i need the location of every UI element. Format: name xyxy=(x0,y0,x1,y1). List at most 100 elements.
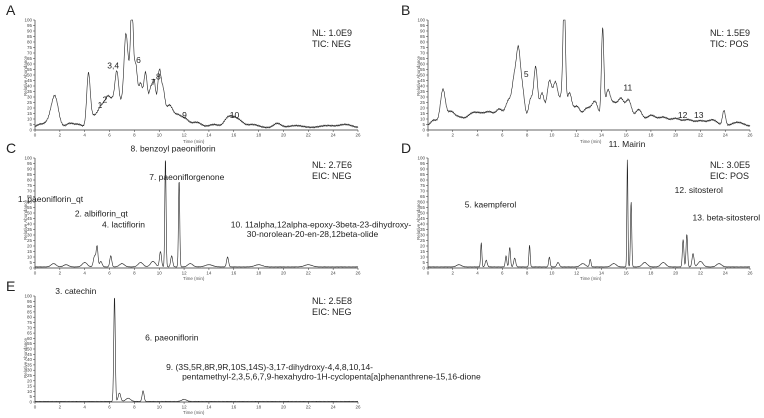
peak-label: 9. (3S,5R,8R,9R,10S,14S)-3,17-dihydroxy-… xyxy=(166,362,373,372)
y-tick-label: 50 xyxy=(420,73,426,78)
panel-letter: A xyxy=(6,2,16,18)
x-tick-label: 2 xyxy=(59,271,62,276)
y-tick-label: 0 xyxy=(29,266,32,271)
y-tick-label: 35 xyxy=(27,89,33,94)
x-tick-label: 16 xyxy=(231,405,237,410)
x-tick-label: 20 xyxy=(673,271,679,276)
y-tick-label: 85 xyxy=(420,172,426,177)
x-tick-label: 16 xyxy=(231,133,237,138)
y-tick-label: 40 xyxy=(420,222,426,227)
y-tick-label: 35 xyxy=(420,227,426,232)
y-tick-label: 80 xyxy=(27,178,33,183)
y-tick-label: 5 xyxy=(29,394,32,399)
y-tick-label: 90 xyxy=(420,29,426,34)
x-tick-label: 26 xyxy=(747,133,753,138)
y-tick-label: 15 xyxy=(27,111,33,116)
x-tick-label: 0 xyxy=(427,133,430,138)
y-tick-label: 55 xyxy=(27,341,33,346)
y-tick-label: 75 xyxy=(27,45,33,50)
x-tick-label: 14 xyxy=(599,133,605,138)
peak-label: 7. paeoniflorgenone xyxy=(149,172,224,182)
y-tick-label: 20 xyxy=(27,244,33,249)
y-tick-label: 65 xyxy=(420,56,426,61)
y-tick-label: 30 xyxy=(420,95,426,100)
y-tick-label: 60 xyxy=(420,200,426,205)
y-tick-label: 100 xyxy=(417,156,425,161)
x-tick-label: 4 xyxy=(83,133,86,138)
y-tick-label: 60 xyxy=(420,62,426,67)
x-tick-label: 20 xyxy=(281,133,287,138)
y-tick-label: 35 xyxy=(27,362,33,367)
y-tick-label: 70 xyxy=(27,51,33,56)
y-tick-label: 65 xyxy=(420,194,426,199)
x-tick-label: 14 xyxy=(206,271,212,276)
y-tick-label: 90 xyxy=(27,167,33,172)
x-tick-label: 26 xyxy=(747,271,753,276)
y-tick-label: 5 xyxy=(29,260,32,265)
y-tick-label: 40 xyxy=(27,357,33,362)
y-tick-label: 40 xyxy=(27,222,33,227)
chromatogram-trace xyxy=(427,19,751,128)
x-axis-title: Time (min) xyxy=(580,139,602,144)
y-tick-label: 80 xyxy=(27,315,33,320)
y-tick-label: 25 xyxy=(27,238,33,243)
y-tick-label: 70 xyxy=(420,51,426,56)
nl-value: NL: 2.7E6 EIC: NEG xyxy=(312,160,353,181)
x-tick-label: 10 xyxy=(549,271,555,276)
x-tick-label: 24 xyxy=(723,271,729,276)
y-tick-label: 90 xyxy=(27,29,33,34)
x-tick-label: 8 xyxy=(133,405,136,410)
y-tick-label: 20 xyxy=(420,106,426,111)
y-tick-label: 95 xyxy=(27,161,33,166)
y-tick-label: 10 xyxy=(27,389,33,394)
peak-label: 5. kaempferol xyxy=(465,200,517,210)
y-tick-label: 75 xyxy=(27,183,33,188)
y-tick-label: 30 xyxy=(27,233,33,238)
x-tick-label: 20 xyxy=(281,271,287,276)
x-tick-label: 6 xyxy=(108,133,111,138)
y-tick-label: 70 xyxy=(27,325,33,330)
x-tick-label: 12 xyxy=(574,133,580,138)
x-tick-label: 24 xyxy=(331,405,337,410)
y-tick-label: 30 xyxy=(420,233,426,238)
y-tick-label: 70 xyxy=(420,189,426,194)
peak-label: 8. benzoyl paeoniflorin xyxy=(131,143,216,153)
y-tick-label: 55 xyxy=(420,205,426,210)
y-tick-label: 25 xyxy=(420,238,426,243)
y-tick-label: 20 xyxy=(27,378,33,383)
peak-label: 10 xyxy=(230,110,240,120)
peak-label: 6. paeoniflorin xyxy=(145,333,199,343)
y-tick-label: 100 xyxy=(417,18,425,23)
y-tick-label: 50 xyxy=(27,73,33,78)
y-tick-label: 15 xyxy=(27,384,33,389)
x-axis-title: Time (min) xyxy=(183,276,205,281)
x-tick-label: 0 xyxy=(427,271,430,276)
peak-label: 11 xyxy=(623,82,632,92)
peak-label: 4. lactiflorin xyxy=(102,219,145,229)
y-tick-label: 100 xyxy=(24,156,32,161)
x-tick-label: 18 xyxy=(256,405,262,410)
peak-label: 13. beta-sitosterol xyxy=(693,213,761,223)
peak-label: 1 xyxy=(98,100,103,110)
y-tick-label: 25 xyxy=(420,100,426,105)
panel-letter: B xyxy=(401,2,411,18)
y-tick-label: 30 xyxy=(27,368,33,373)
y-tick-label: 0 xyxy=(29,128,32,133)
x-tick-label: 6 xyxy=(501,133,504,138)
y-tick-label: 25 xyxy=(27,373,33,378)
x-tick-label: 14 xyxy=(599,271,605,276)
y-tick-label: 75 xyxy=(420,183,426,188)
y-tick-label: 10 xyxy=(27,255,33,260)
y-tick-label: 95 xyxy=(420,161,426,166)
x-tick-label: 4 xyxy=(83,405,86,410)
y-tick-label: 70 xyxy=(27,189,33,194)
peak-label: 12 xyxy=(678,110,688,120)
y-tick-label: 65 xyxy=(27,194,33,199)
y-tick-label: 95 xyxy=(27,23,33,28)
x-tick-label: 26 xyxy=(355,405,361,410)
peak-label: 2 xyxy=(103,95,108,105)
y-tick-label: 95 xyxy=(27,299,33,304)
x-tick-label: 10 xyxy=(157,133,163,138)
y-tick-label: 45 xyxy=(27,78,33,83)
